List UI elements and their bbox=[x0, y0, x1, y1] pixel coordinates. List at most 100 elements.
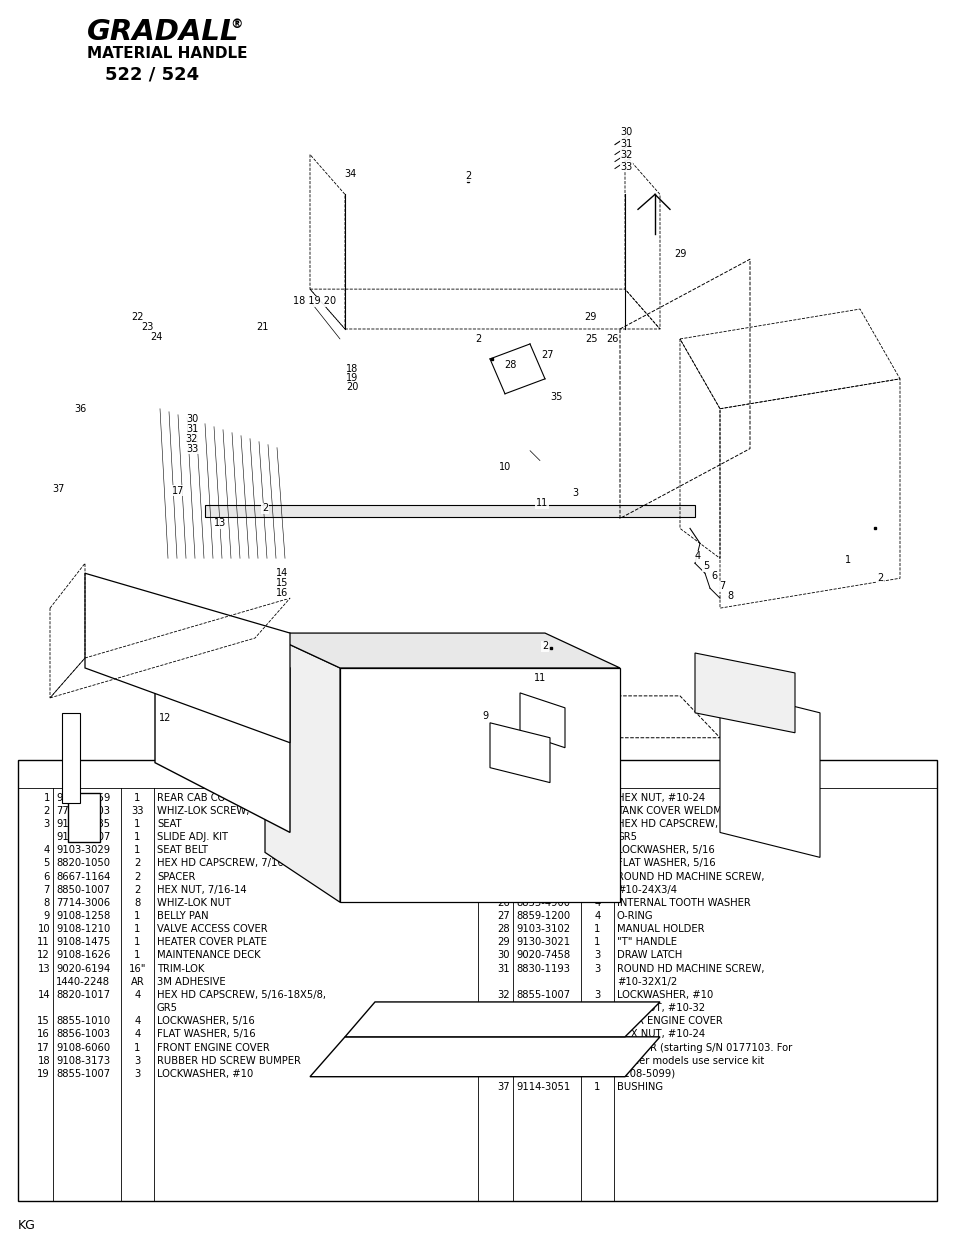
Text: 9108-6054: 9108-6054 bbox=[516, 1016, 570, 1026]
Polygon shape bbox=[519, 693, 564, 747]
Text: HEX HD CAPSCREW, 7/16-14X1, GR5: HEX HD CAPSCREW, 7/16-14X1, GR5 bbox=[157, 858, 340, 868]
Text: 3: 3 bbox=[594, 793, 600, 803]
Polygon shape bbox=[695, 653, 794, 732]
Text: 8850-1613: 8850-1613 bbox=[516, 1003, 570, 1013]
Text: 2: 2 bbox=[44, 805, 50, 816]
Text: 34: 34 bbox=[343, 169, 355, 179]
Text: 8: 8 bbox=[726, 592, 732, 601]
Text: 25: 25 bbox=[497, 872, 510, 882]
Text: 9114-3051: 9114-3051 bbox=[516, 1082, 570, 1092]
Text: MANUAL HOLDER: MANUAL HOLDER bbox=[617, 924, 703, 934]
Text: 34: 34 bbox=[497, 1016, 510, 1026]
Text: 4: 4 bbox=[134, 1030, 140, 1040]
Text: 3: 3 bbox=[594, 990, 600, 1000]
Text: 29: 29 bbox=[583, 312, 596, 322]
Text: LOCKWASHER, 5/16: LOCKWASHER, 5/16 bbox=[157, 1016, 254, 1026]
Text: 8855-1010: 8855-1010 bbox=[516, 845, 570, 855]
Text: GR5: GR5 bbox=[157, 1003, 178, 1013]
Text: SPACER: SPACER bbox=[157, 872, 195, 882]
Text: MIRROR (starting S/N 0177103. For: MIRROR (starting S/N 0177103. For bbox=[617, 1042, 791, 1052]
Text: 36: 36 bbox=[73, 404, 86, 414]
Text: 1: 1 bbox=[594, 1042, 600, 1052]
Text: 33: 33 bbox=[186, 443, 198, 453]
Text: 30: 30 bbox=[186, 414, 198, 424]
Text: 5: 5 bbox=[702, 561, 708, 572]
Text: 7714-3003: 7714-3003 bbox=[56, 805, 110, 816]
Polygon shape bbox=[339, 668, 619, 903]
Text: 5: 5 bbox=[44, 858, 50, 868]
Bar bbox=[18, 760, 936, 1202]
Text: 9108-1475: 9108-1475 bbox=[56, 937, 111, 947]
Text: TRIM-LOK: TRIM-LOK bbox=[157, 963, 204, 973]
Text: 1: 1 bbox=[594, 1082, 600, 1092]
Polygon shape bbox=[205, 505, 695, 517]
Text: 1: 1 bbox=[134, 924, 140, 934]
Text: 33: 33 bbox=[497, 1003, 510, 1013]
Text: 3: 3 bbox=[594, 1003, 600, 1013]
Text: 10: 10 bbox=[37, 924, 50, 934]
Text: 25: 25 bbox=[585, 333, 598, 345]
Text: 31: 31 bbox=[186, 424, 198, 433]
Text: 11: 11 bbox=[534, 673, 545, 683]
Text: 29: 29 bbox=[673, 249, 685, 259]
Text: 24: 24 bbox=[497, 858, 510, 868]
Text: FLAT WASHER, 5/16: FLAT WASHER, 5/16 bbox=[157, 1030, 255, 1040]
Text: 29: 29 bbox=[497, 937, 510, 947]
Text: HEX NUT, #10-32: HEX NUT, #10-32 bbox=[617, 1003, 704, 1013]
Text: 8855-1007: 8855-1007 bbox=[516, 990, 570, 1000]
Text: 33: 33 bbox=[132, 805, 144, 816]
Text: 8850-1007: 8850-1007 bbox=[56, 884, 110, 894]
Text: 32: 32 bbox=[497, 990, 510, 1000]
Text: REAR ENGINE COVER: REAR ENGINE COVER bbox=[617, 1016, 722, 1026]
Text: 2: 2 bbox=[594, 858, 600, 868]
Text: 27: 27 bbox=[497, 911, 510, 921]
Text: 8820-1017: 8820-1017 bbox=[516, 819, 570, 829]
Text: HEX NUT, #10-24: HEX NUT, #10-24 bbox=[617, 1030, 704, 1040]
Text: HEX NUT, 7/16-14: HEX NUT, 7/16-14 bbox=[157, 884, 247, 894]
Text: 9103-3102: 9103-3102 bbox=[516, 924, 570, 934]
Text: 8855-1007: 8855-1007 bbox=[56, 1070, 110, 1079]
Text: 8: 8 bbox=[44, 898, 50, 908]
Text: 8: 8 bbox=[134, 898, 140, 908]
Text: GR5: GR5 bbox=[617, 832, 638, 842]
Text: 23: 23 bbox=[497, 845, 510, 855]
Text: 8855-1010: 8855-1010 bbox=[56, 1016, 110, 1026]
Text: FLAT WASHER, 5/16: FLAT WASHER, 5/16 bbox=[617, 858, 715, 868]
Text: 4: 4 bbox=[594, 1030, 600, 1040]
Text: HEATER COVER PLATE: HEATER COVER PLATE bbox=[157, 937, 267, 947]
Text: 21: 21 bbox=[255, 322, 268, 332]
Text: 21: 21 bbox=[497, 805, 510, 816]
Polygon shape bbox=[345, 1002, 659, 1037]
Text: 8368-3291: 8368-3291 bbox=[516, 1042, 570, 1052]
Text: TANK COVER WELDMENT: TANK COVER WELDMENT bbox=[617, 805, 740, 816]
Text: 9103-3485: 9103-3485 bbox=[56, 819, 110, 829]
Text: 3M ADHESIVE: 3M ADHESIVE bbox=[157, 977, 226, 987]
Text: 36: 36 bbox=[497, 1042, 510, 1052]
Text: 14: 14 bbox=[275, 568, 288, 578]
Text: SEAT BELT: SEAT BELT bbox=[157, 845, 208, 855]
Text: 1: 1 bbox=[594, 1016, 600, 1026]
Text: 2: 2 bbox=[464, 172, 471, 182]
Text: 8820-1017: 8820-1017 bbox=[56, 990, 110, 1000]
Text: 1: 1 bbox=[844, 556, 850, 566]
Text: 1: 1 bbox=[134, 819, 140, 829]
Text: ®: ® bbox=[230, 19, 242, 31]
Text: 1: 1 bbox=[594, 937, 600, 947]
Text: 1: 1 bbox=[134, 1042, 140, 1052]
Text: KG: KG bbox=[18, 1219, 36, 1233]
Text: 12: 12 bbox=[158, 713, 171, 722]
Text: ROUND HD MACHINE SCREW,: ROUND HD MACHINE SCREW, bbox=[617, 872, 763, 882]
Text: AR: AR bbox=[131, 977, 144, 987]
Text: 28: 28 bbox=[503, 359, 516, 370]
Text: 1: 1 bbox=[594, 805, 600, 816]
Text: 37: 37 bbox=[51, 484, 64, 494]
Text: 30
31
32
33: 30 31 32 33 bbox=[619, 127, 632, 172]
Text: 9108-1259: 9108-1259 bbox=[56, 793, 111, 803]
Text: 8859-1200: 8859-1200 bbox=[516, 911, 570, 921]
Text: 13: 13 bbox=[37, 963, 50, 973]
Polygon shape bbox=[490, 722, 550, 783]
Text: 4: 4 bbox=[134, 990, 140, 1000]
Text: 2: 2 bbox=[876, 573, 882, 583]
Text: 18: 18 bbox=[37, 1056, 50, 1066]
Text: 22: 22 bbox=[497, 819, 510, 829]
